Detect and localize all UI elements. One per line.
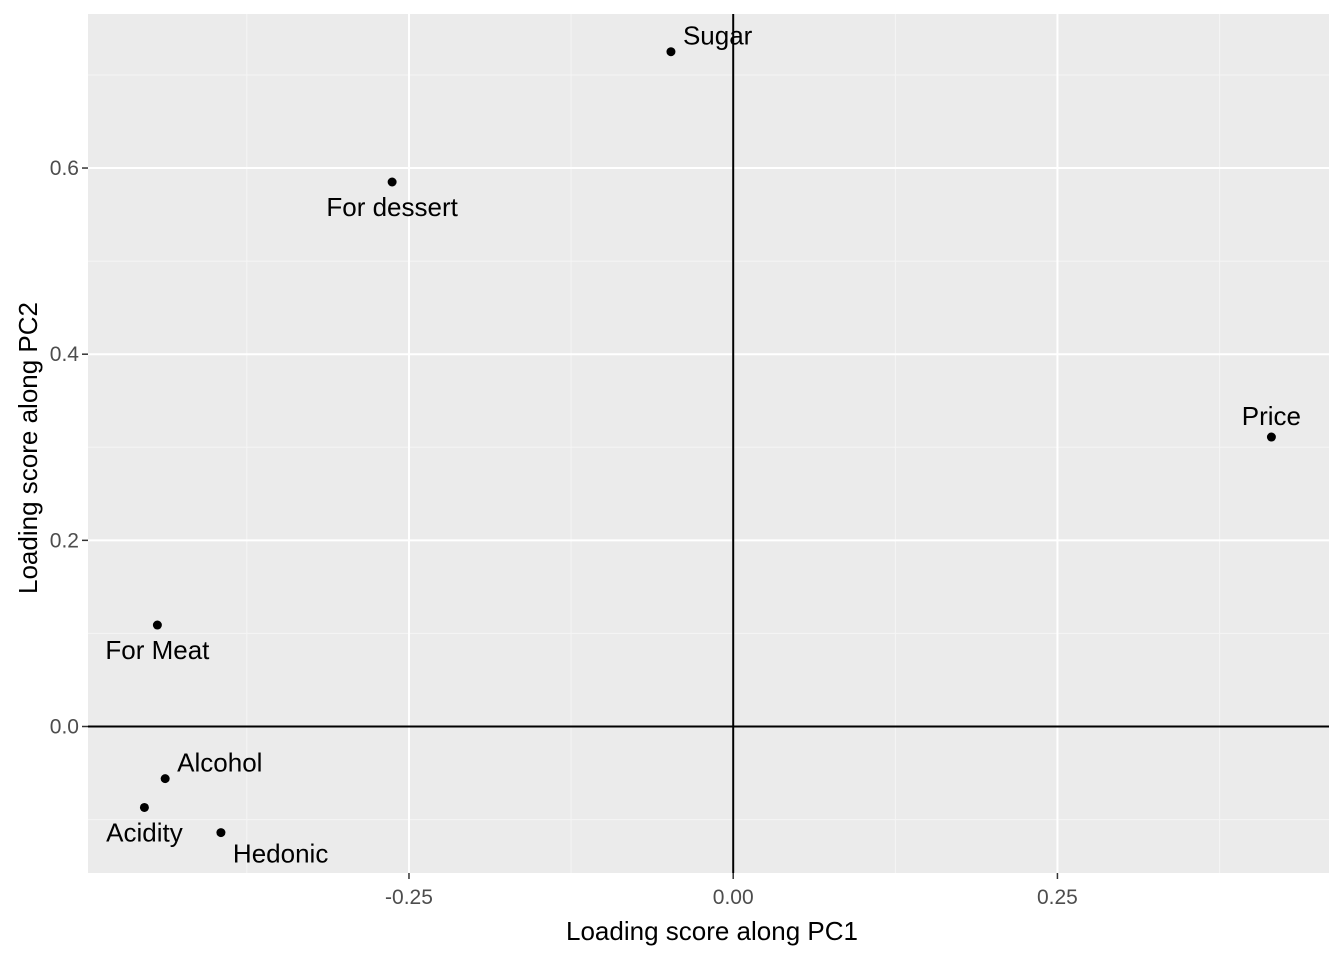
x-tick-label: 0.25 (1037, 886, 1078, 909)
panel-background (88, 14, 1329, 873)
data-point (1266, 432, 1276, 442)
y-tick-label: 0.6 (50, 157, 79, 180)
y-axis: 0.0 0.2 0.4 0.6 (50, 157, 88, 738)
data-point (666, 47, 676, 57)
y-tick-label: 0.2 (50, 529, 79, 552)
point-label: For Meat (105, 635, 210, 665)
x-tick-label: -0.25 (385, 886, 433, 909)
data-points (139, 47, 1276, 838)
point-label: Sugar (683, 21, 753, 51)
point-label: Hedonic (233, 839, 328, 869)
y-tick-label: 0.0 (50, 715, 79, 738)
y-tick-label: 0.4 (50, 343, 80, 366)
x-axis-title: Loading score along PC1 (566, 916, 858, 946)
point-label: Acidity (106, 817, 183, 847)
data-point (139, 802, 149, 812)
data-point (152, 620, 162, 630)
point-label: Price (1242, 401, 1301, 431)
x-axis: -0.25 0.00 0.25 (385, 873, 1078, 909)
data-point (387, 177, 397, 187)
data-point (216, 828, 226, 838)
reference-lines (88, 14, 1329, 873)
data-point (160, 774, 170, 784)
x-tick-label: 0.00 (713, 886, 754, 909)
plot-panel (88, 14, 1329, 873)
y-axis-title: Loading score along PC2 (13, 302, 43, 594)
point-labels: Sugar For dessert Price For Meat Alcohol Acid… (105, 21, 1301, 869)
point-label: For dessert (326, 192, 458, 222)
point-label: Alcohol (177, 748, 262, 778)
